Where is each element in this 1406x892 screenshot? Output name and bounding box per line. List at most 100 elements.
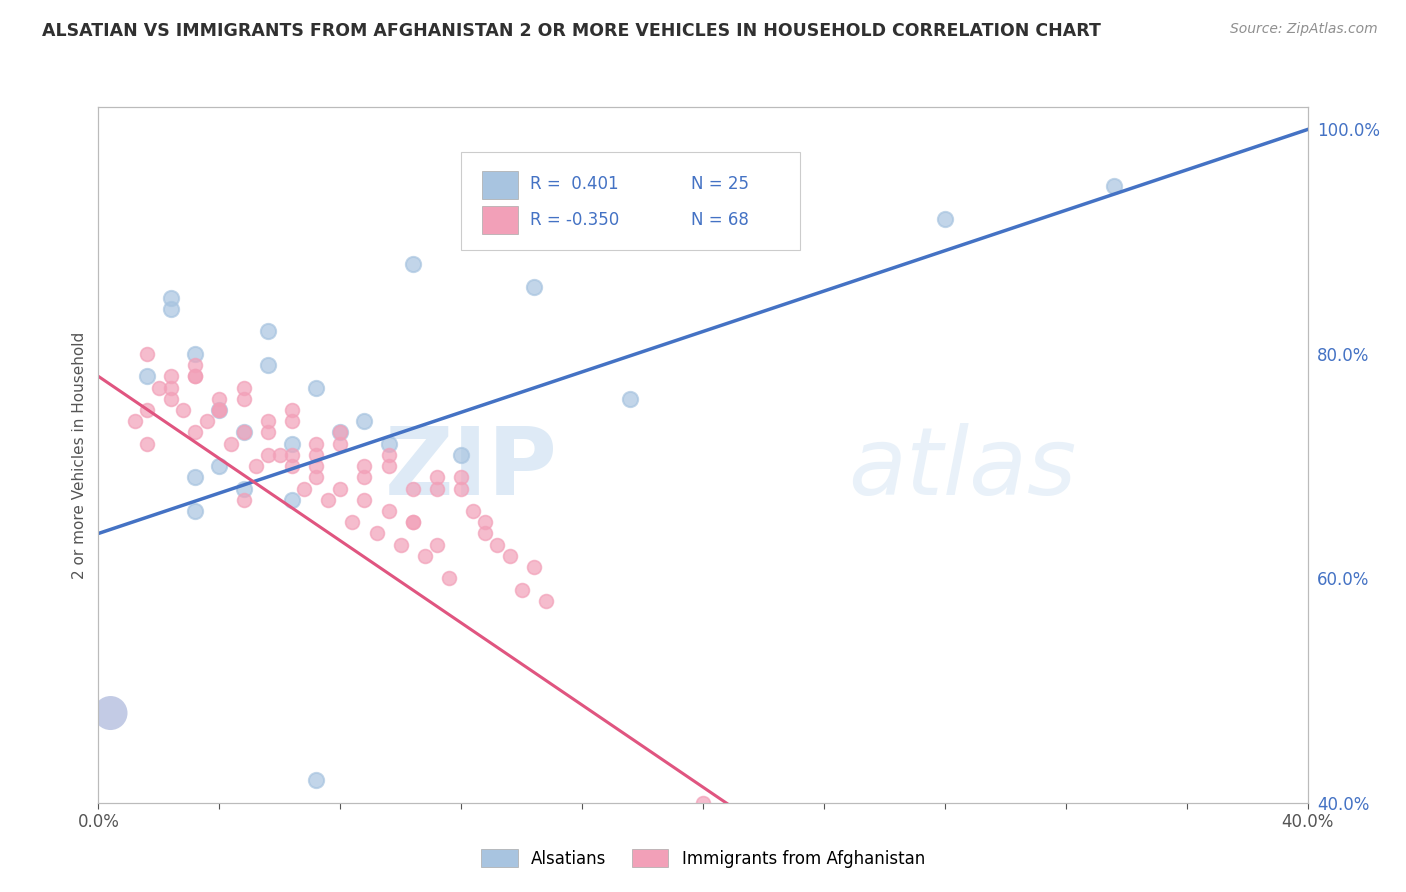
- Point: [402, 482, 425, 496]
- Point: [619, 392, 641, 406]
- Point: [160, 369, 183, 384]
- Point: [184, 425, 207, 440]
- Point: [342, 515, 364, 529]
- Point: [437, 571, 460, 585]
- Point: [184, 369, 207, 384]
- Point: [353, 459, 375, 474]
- Point: [232, 381, 254, 395]
- Point: [256, 325, 278, 339]
- Point: [450, 470, 472, 484]
- Point: [329, 436, 352, 450]
- Point: [221, 436, 243, 450]
- Point: [256, 358, 278, 372]
- Point: [281, 414, 304, 428]
- Point: [148, 381, 170, 395]
- Text: R =  0.401: R = 0.401: [530, 175, 619, 193]
- Point: [281, 403, 304, 417]
- Point: [245, 459, 267, 474]
- Point: [463, 504, 485, 518]
- Point: [353, 470, 375, 484]
- Point: [184, 358, 207, 372]
- Point: [498, 549, 520, 563]
- Point: [305, 459, 328, 474]
- Point: [184, 470, 207, 484]
- Point: [208, 403, 231, 417]
- Point: [269, 448, 291, 462]
- Legend: Alsatians, Immigrants from Afghanistan: Alsatians, Immigrants from Afghanistan: [474, 842, 932, 874]
- Point: [208, 403, 231, 417]
- Point: [426, 538, 449, 552]
- Point: [692, 796, 714, 810]
- Point: [256, 448, 278, 462]
- Point: [353, 414, 375, 428]
- Point: [184, 369, 207, 384]
- Point: [305, 448, 328, 462]
- Point: [450, 448, 472, 462]
- Point: [232, 425, 254, 440]
- Point: [256, 425, 278, 440]
- Point: [160, 291, 183, 305]
- Point: [135, 369, 157, 384]
- Point: [208, 403, 231, 417]
- Text: Source: ZipAtlas.com: Source: ZipAtlas.com: [1230, 22, 1378, 37]
- Point: [256, 414, 278, 428]
- Point: [232, 392, 254, 406]
- Point: [232, 492, 254, 507]
- Point: [426, 470, 449, 484]
- Point: [135, 403, 157, 417]
- Point: [413, 549, 436, 563]
- Text: R = -0.350: R = -0.350: [530, 211, 619, 228]
- Point: [305, 436, 328, 450]
- Point: [305, 381, 328, 395]
- Point: [377, 504, 399, 518]
- Y-axis label: 2 or more Vehicles in Household: 2 or more Vehicles in Household: [72, 331, 87, 579]
- Point: [184, 504, 207, 518]
- Point: [232, 425, 254, 440]
- Point: [160, 381, 183, 395]
- Text: ZIP: ZIP: [385, 423, 558, 515]
- Text: N = 25: N = 25: [690, 175, 749, 193]
- Point: [160, 301, 183, 316]
- Point: [100, 706, 122, 720]
- Text: N = 68: N = 68: [690, 211, 749, 228]
- Point: [208, 392, 231, 406]
- Point: [389, 538, 412, 552]
- Point: [366, 526, 388, 541]
- Point: [353, 492, 375, 507]
- Point: [402, 515, 425, 529]
- Point: [135, 347, 157, 361]
- Point: [426, 482, 449, 496]
- Point: [377, 459, 399, 474]
- Point: [305, 470, 328, 484]
- Point: [474, 515, 496, 529]
- Point: [450, 482, 472, 496]
- Point: [523, 279, 546, 293]
- Point: [329, 425, 352, 440]
- Point: [1102, 178, 1125, 193]
- Point: [195, 414, 218, 428]
- Point: [281, 436, 304, 450]
- Point: [292, 482, 315, 496]
- Point: [402, 515, 425, 529]
- Point: [316, 492, 339, 507]
- Point: [474, 526, 496, 541]
- Point: [523, 560, 546, 574]
- Point: [135, 436, 157, 450]
- Point: [402, 257, 425, 271]
- Point: [329, 482, 352, 496]
- Point: [305, 773, 328, 788]
- Point: [377, 436, 399, 450]
- Point: [172, 403, 194, 417]
- Point: [377, 448, 399, 462]
- Text: ALSATIAN VS IMMIGRANTS FROM AFGHANISTAN 2 OR MORE VEHICLES IN HOUSEHOLD CORRELAT: ALSATIAN VS IMMIGRANTS FROM AFGHANISTAN …: [42, 22, 1101, 40]
- Point: [934, 212, 956, 227]
- Point: [208, 459, 231, 474]
- Point: [534, 594, 557, 608]
- Point: [184, 347, 207, 361]
- Point: [232, 482, 254, 496]
- Point: [160, 392, 183, 406]
- Point: [329, 425, 352, 440]
- Point: [281, 448, 304, 462]
- Point: [486, 538, 509, 552]
- Point: [281, 459, 304, 474]
